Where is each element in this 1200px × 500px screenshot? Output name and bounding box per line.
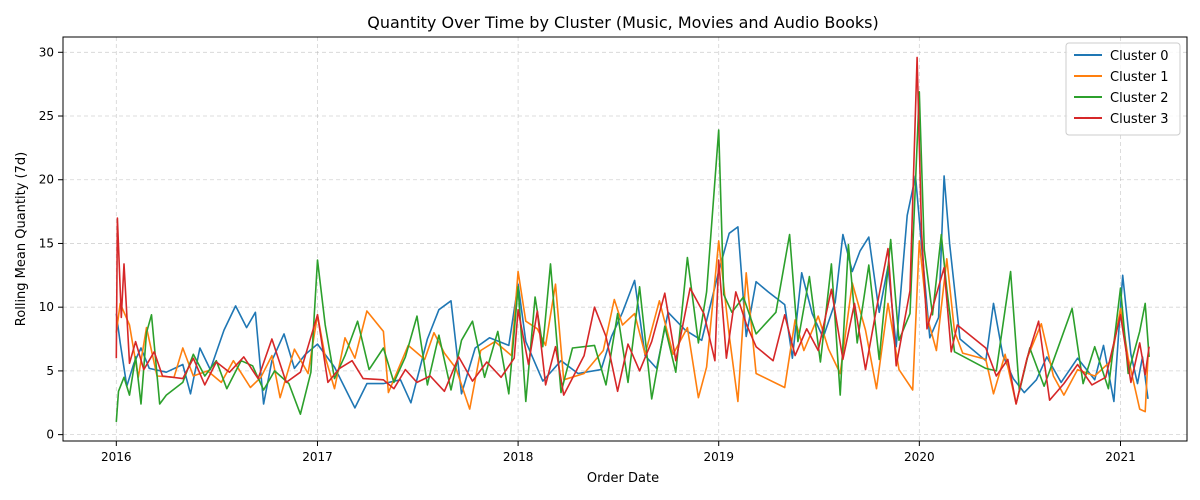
y-tick-label: 25: [39, 109, 54, 123]
y-tick-label: 15: [39, 236, 54, 250]
legend-label: Cluster 1: [1110, 70, 1169, 85]
x-tick-label: 2019: [703, 450, 734, 464]
legend: Cluster 0 Cluster 1 Cluster 2 Cluster 3: [1065, 42, 1181, 136]
grid-layer: [63, 37, 1187, 441]
legend-label: Cluster 2: [1110, 91, 1169, 106]
series-line-cluster-2: [115, 91, 1150, 422]
tick-layer: 2016 2017 2018 2019 2020 2021 0 5 10 15 20 25 30: [39, 45, 1136, 464]
legend-label: Cluster 0: [1110, 49, 1169, 64]
plot-frame: [62, 36, 1188, 442]
legend-box: [1065, 42, 1181, 136]
series-layer: [115, 56, 1150, 422]
x-tick-label: 2016: [101, 450, 132, 464]
y-tick-label: 10: [39, 300, 54, 314]
series-line-cluster-0: [115, 175, 1149, 409]
x-tick-label: 2018: [503, 450, 534, 464]
x-tick-label: 2017: [302, 450, 333, 464]
series-line-cluster-3: [115, 56, 1150, 405]
series-line-cluster-1: [115, 240, 1149, 413]
y-axis-label: Rolling Mean Quantity (7d): [14, 152, 29, 326]
x-tick-label: 2021: [1105, 450, 1136, 464]
legend-label: Cluster 3: [1110, 112, 1169, 127]
x-axis-label: Order Date: [587, 471, 659, 486]
y-tick-label: 20: [39, 173, 54, 187]
x-tick-label: 2020: [904, 450, 935, 464]
y-tick-label: 30: [39, 45, 54, 59]
chart-title: Quantity Over Time by Cluster (Music, Mo…: [367, 13, 878, 32]
y-tick-label: 0: [46, 428, 54, 442]
y-tick-label: 5: [46, 364, 54, 378]
